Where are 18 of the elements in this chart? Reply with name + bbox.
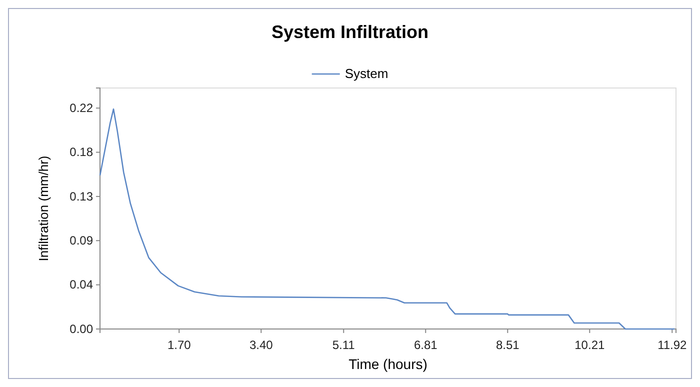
x-tick-label: 5.11 (332, 338, 356, 352)
x-tick-label: 1.70 (167, 338, 192, 352)
legend-label: System (344, 66, 388, 81)
line-series (99, 108, 676, 330)
y-tick-label: 0.04 (70, 278, 94, 292)
y-tick-label: 0.22 (70, 100, 94, 115)
x-tick-label: 3.40 (249, 338, 274, 352)
x-tick-label: 6.81 (414, 338, 438, 352)
x-axis-title: Time (hours) (348, 356, 428, 372)
x-tick-label: 8.51 (496, 338, 520, 352)
y-tick-label: 0.18 (70, 145, 94, 160)
y-tick-label: 0.13 (70, 189, 94, 204)
y-tick-label: 0.09 (70, 233, 94, 248)
x-tick-label: 11.92 (658, 338, 688, 352)
y-axis-title: Infiltration (mm/hr) (36, 156, 51, 262)
y-tick-label: 0.00 (70, 322, 94, 336)
chart-title: System Infiltration (271, 22, 429, 42)
x-tick-label: 10.21 (574, 338, 605, 352)
